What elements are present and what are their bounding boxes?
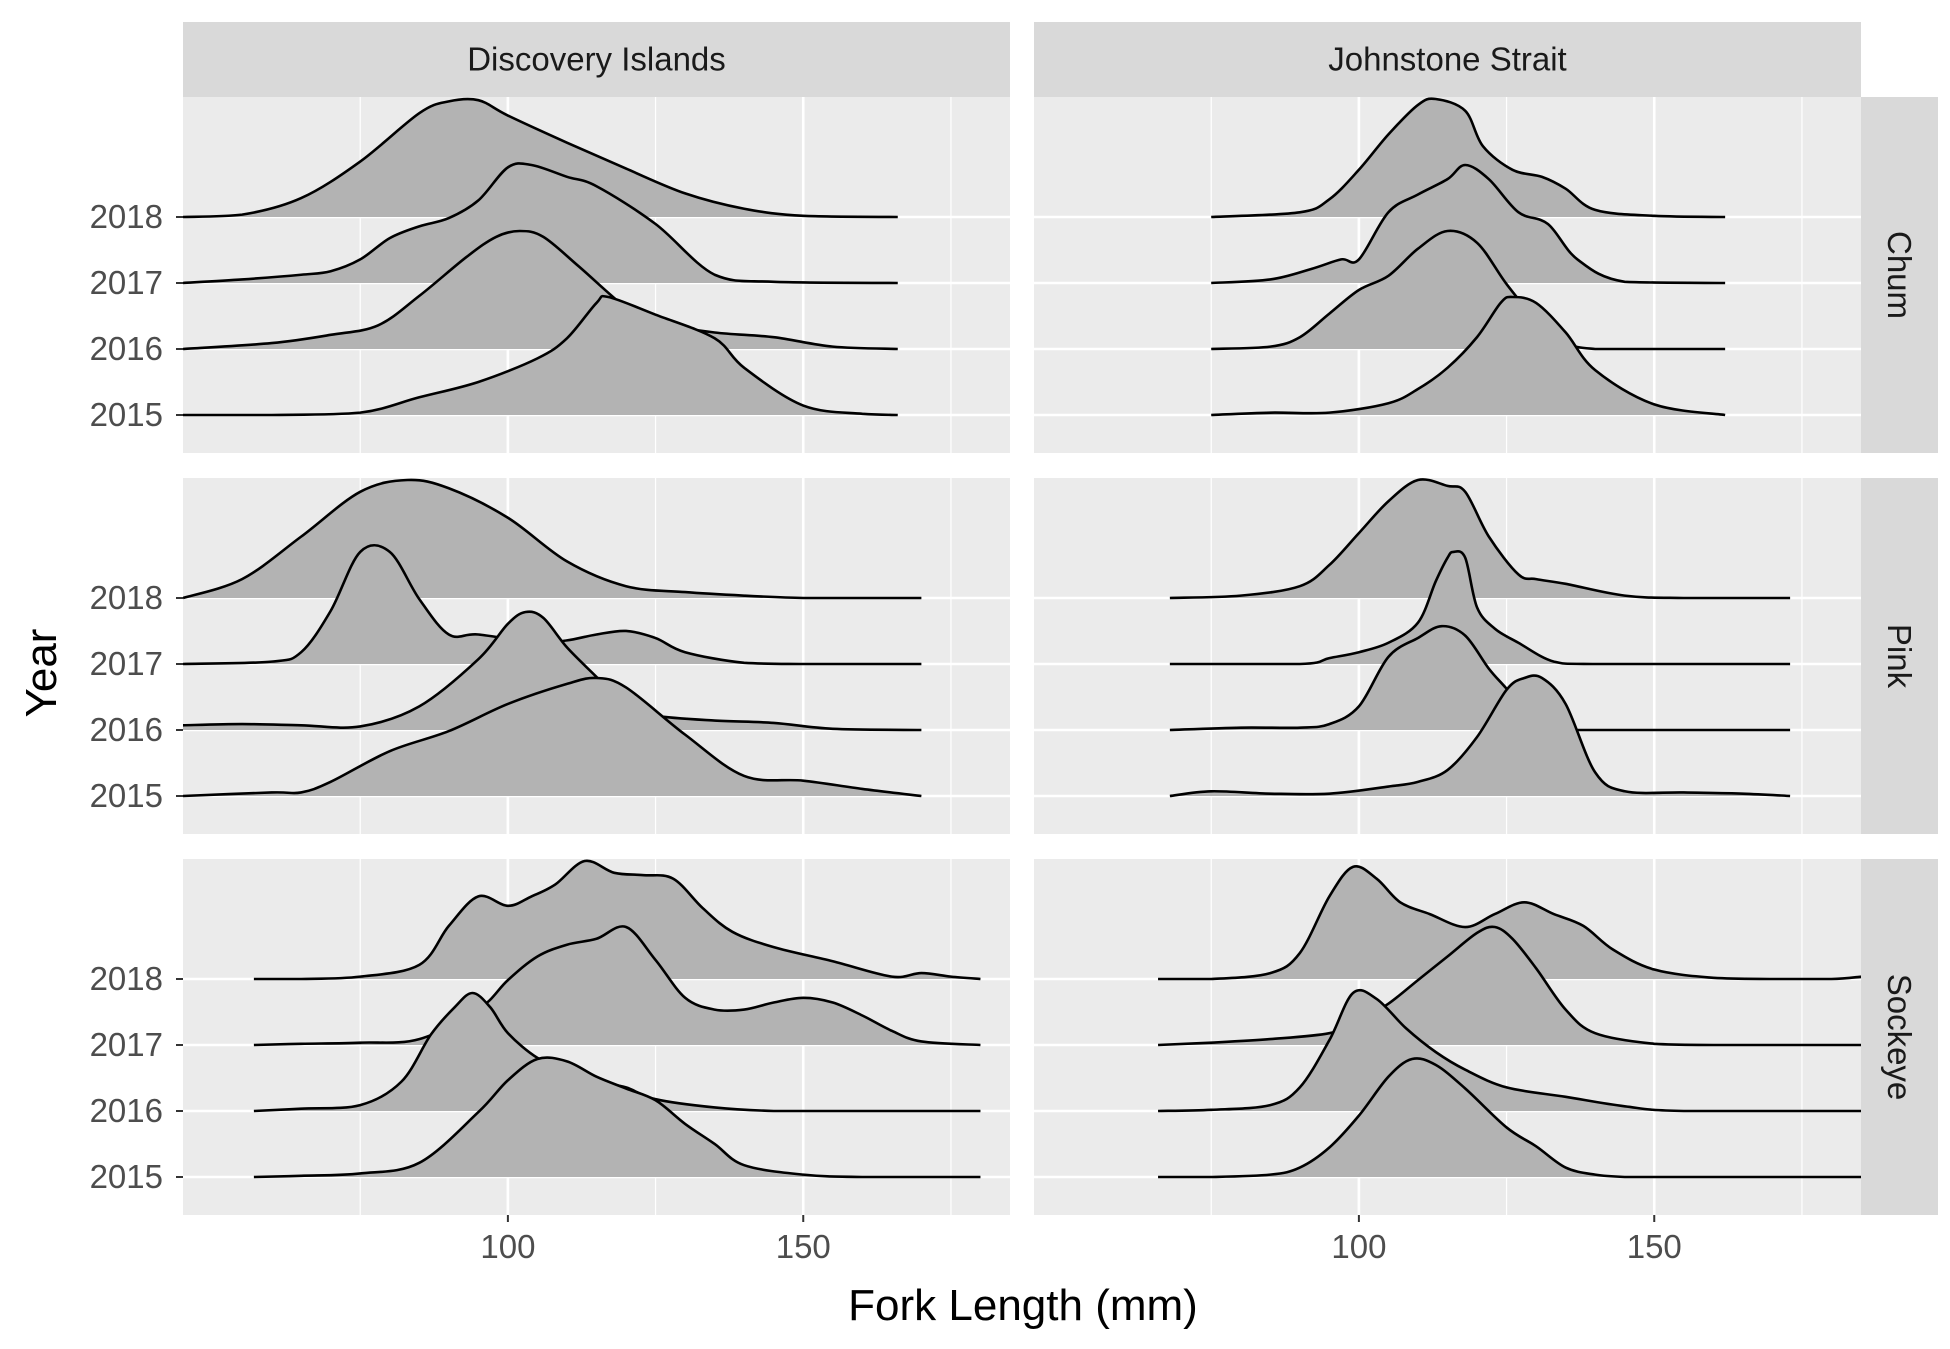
ridge-line-2017 bbox=[1169, 550, 1791, 666]
y-axis-title: Year bbox=[17, 629, 66, 718]
ridge-area-2017 bbox=[183, 163, 898, 283]
ridges bbox=[1211, 97, 1726, 417]
ridge-line-2016 bbox=[183, 610, 922, 732]
x-tick-label: 100 bbox=[1331, 1228, 1386, 1265]
ridge-line-2017 bbox=[183, 162, 898, 285]
panels-layer bbox=[183, 97, 1861, 1215]
ridge-area-2015 bbox=[1158, 1058, 1861, 1177]
ridge-line-2018 bbox=[183, 478, 922, 600]
y-tick-label: 2015 bbox=[90, 1158, 163, 1195]
y-tick-label: 2017 bbox=[90, 264, 163, 301]
ridge-line-2018 bbox=[253, 859, 981, 981]
panel-sockeye-johnstone-strait bbox=[1034, 859, 1861, 1215]
row-strip-label: Chum bbox=[1881, 231, 1918, 319]
ridge-line-2018 bbox=[1211, 97, 1726, 219]
y-tick-label: 2017 bbox=[90, 1026, 163, 1063]
ridge-line-2018 bbox=[183, 97, 898, 219]
ridges bbox=[183, 478, 922, 798]
ridge-area-2018 bbox=[183, 98, 898, 217]
ridge-area-2015 bbox=[1211, 296, 1726, 415]
y-tick-label: 2015 bbox=[90, 777, 163, 814]
ridge-line-2015 bbox=[183, 294, 898, 417]
y-tick-label: 2016 bbox=[90, 711, 163, 748]
strips-layer: Chum Pink Sockeye Discovery Islands Johnston… bbox=[183, 22, 1938, 1215]
ridge-area-2016 bbox=[1211, 230, 1726, 349]
ridges bbox=[1157, 865, 1861, 1179]
ridge-line-2016 bbox=[1158, 988, 1861, 1113]
ridge-line-2015 bbox=[1211, 295, 1726, 417]
ridge-line-2015 bbox=[1158, 1057, 1861, 1179]
ridge-line-2017 bbox=[1211, 163, 1726, 285]
panel-sockeye-discovery-islands bbox=[183, 859, 1010, 1215]
panel-pink-discovery-islands bbox=[183, 478, 1010, 834]
x-tick-label: 150 bbox=[1627, 1228, 1682, 1265]
row-strip-label: Sockeye bbox=[1881, 974, 1918, 1101]
column-strip-johnstone-strait bbox=[1034, 22, 1861, 97]
axes-layer: 2015 2016 2017 2018 2015 2016 2017 2018 2015 2016… bbox=[90, 198, 1682, 1265]
row-strip-label: Pink bbox=[1881, 624, 1918, 689]
ridge-area-2017 bbox=[183, 545, 922, 664]
ridge-area-2018 bbox=[1211, 98, 1726, 217]
ridge-area-2016 bbox=[253, 993, 981, 1111]
panel-chum-johnstone-strait bbox=[1034, 97, 1861, 453]
y-tick-label: 2018 bbox=[90, 579, 163, 616]
y-tick-label: 2018 bbox=[90, 960, 163, 997]
y-tick-label: 2016 bbox=[90, 330, 163, 367]
row-strip-chum bbox=[1861, 97, 1938, 453]
panel-chum-discovery-islands bbox=[183, 97, 1010, 453]
ridges bbox=[253, 859, 981, 1179]
ridge-area-2016 bbox=[1169, 626, 1791, 730]
ridge-area-2015 bbox=[1169, 675, 1791, 796]
ridge-line-2016 bbox=[253, 991, 981, 1113]
ridge-area-2015 bbox=[253, 1057, 981, 1177]
ridge-area-2016 bbox=[183, 231, 898, 349]
ridge-area-2017 bbox=[253, 926, 981, 1045]
panel-pink-johnstone-strait bbox=[1034, 478, 1861, 834]
x-axis-title: Fork Length (mm) bbox=[848, 1281, 1198, 1330]
column-strip-label: Johnstone Strait bbox=[1328, 41, 1566, 78]
ridge-line-2015 bbox=[253, 1056, 981, 1179]
ridge-area-2017 bbox=[1158, 926, 1861, 1045]
column-strip-discovery-islands bbox=[183, 22, 1010, 97]
column-strip-label: Discovery Islands bbox=[467, 41, 726, 78]
y-tick-label: 2015 bbox=[90, 396, 163, 433]
ridge-area-2017 bbox=[1169, 551, 1791, 664]
x-tick-label: 150 bbox=[776, 1228, 831, 1265]
ridge-line-2017 bbox=[1157, 925, 1861, 1047]
ridge-area-2015 bbox=[183, 296, 898, 415]
y-tick-label: 2016 bbox=[90, 1092, 163, 1129]
y-tick-label: 2018 bbox=[90, 198, 163, 235]
row-strip-sockeye bbox=[1861, 859, 1938, 1215]
x-tick-label: 100 bbox=[480, 1228, 535, 1265]
ridges bbox=[1169, 478, 1791, 798]
ridge-area-2016 bbox=[1158, 990, 1861, 1111]
ridge-area-2016 bbox=[183, 611, 922, 730]
row-strip-pink bbox=[1861, 478, 1938, 834]
ridge-line-2015 bbox=[183, 676, 922, 798]
ridges bbox=[183, 97, 898, 417]
ridge-line-2018 bbox=[1169, 478, 1791, 600]
ridge-area-2018 bbox=[1169, 479, 1791, 598]
ridge-line-2016 bbox=[183, 229, 898, 351]
ridge-line-2018 bbox=[1158, 865, 1861, 981]
ridge-area-2018 bbox=[1158, 866, 1861, 979]
ridge-line-2015 bbox=[1169, 674, 1791, 798]
ridge-area-2015 bbox=[183, 677, 922, 796]
y-tick-label: 2017 bbox=[90, 645, 163, 682]
ridge-line-2016 bbox=[1211, 229, 1726, 351]
ridge-area-2017 bbox=[1211, 165, 1726, 283]
